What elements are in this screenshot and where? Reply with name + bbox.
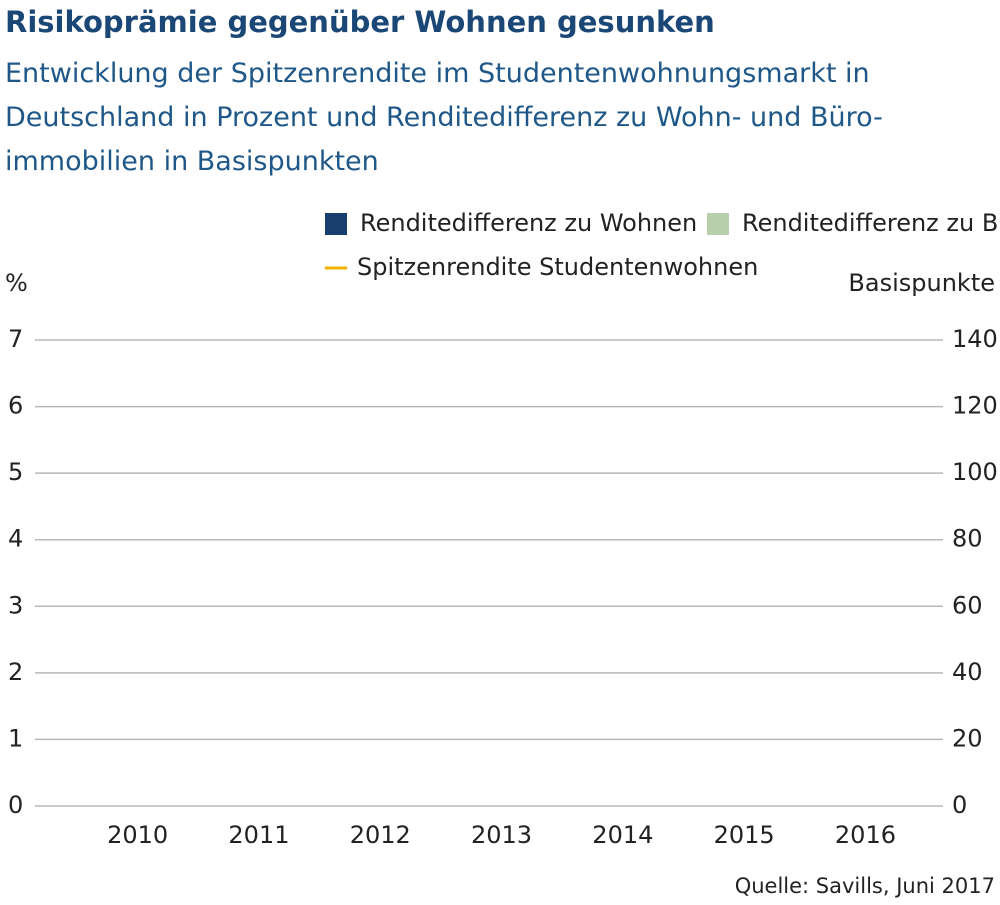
y-tick-label: 4 (8, 525, 23, 553)
y2-tick-label: 60 (952, 591, 983, 619)
y2-tick-label: 40 (952, 658, 983, 686)
source: Quelle: Savills, Juni 2017 (735, 874, 995, 898)
legend-label: Spitzenrendite Studentenwohnen (357, 253, 758, 281)
y2-tick-label: 140 (952, 325, 998, 353)
subtitle-line: Deutschland in Prozent und Renditediffer… (5, 102, 883, 133)
legend-swatch (325, 213, 347, 235)
x-tick-label: 2015 (714, 821, 775, 849)
x-tick-label: 2013 (471, 821, 532, 849)
subtitle-line: immobilien in Basispunkten (5, 146, 379, 177)
x-tick-label: 2010 (107, 821, 168, 849)
y-tick-label: 5 (8, 458, 23, 486)
y2-tick-label: 100 (952, 458, 998, 486)
y2-tick-label: 20 (952, 724, 983, 752)
y-tick-label: 3 (8, 591, 23, 619)
y-tick-label: 7 (8, 325, 23, 353)
y-tick-label: 2 (8, 658, 23, 686)
legend-label: Renditedifferenz zu Wohnen (360, 209, 697, 237)
y2-tick-label: 80 (952, 525, 983, 553)
y-tick-label: 1 (8, 724, 23, 752)
y2-axis-label: Basispunkte (848, 269, 995, 297)
y2-tick-label: 120 (952, 392, 998, 420)
y2-tick-label: 0 (952, 791, 967, 819)
x-tick-label: 2012 (350, 821, 411, 849)
legend-swatch (707, 213, 729, 235)
x-tick-label: 2016 (835, 821, 896, 849)
subtitle-line: Entwicklung der Spitzenrendite im Studen… (5, 58, 870, 89)
legend-label: Renditedifferenz zu Büro (742, 209, 1000, 237)
y-axis-label: % (5, 269, 28, 297)
x-tick-label: 2011 (228, 821, 289, 849)
chart-title: Risikoprämie gegenüber Wohnen gesunken (5, 5, 715, 39)
y-tick-label: 6 (8, 392, 23, 420)
x-tick-label: 2014 (592, 821, 653, 849)
y-tick-label: 0 (8, 791, 23, 819)
